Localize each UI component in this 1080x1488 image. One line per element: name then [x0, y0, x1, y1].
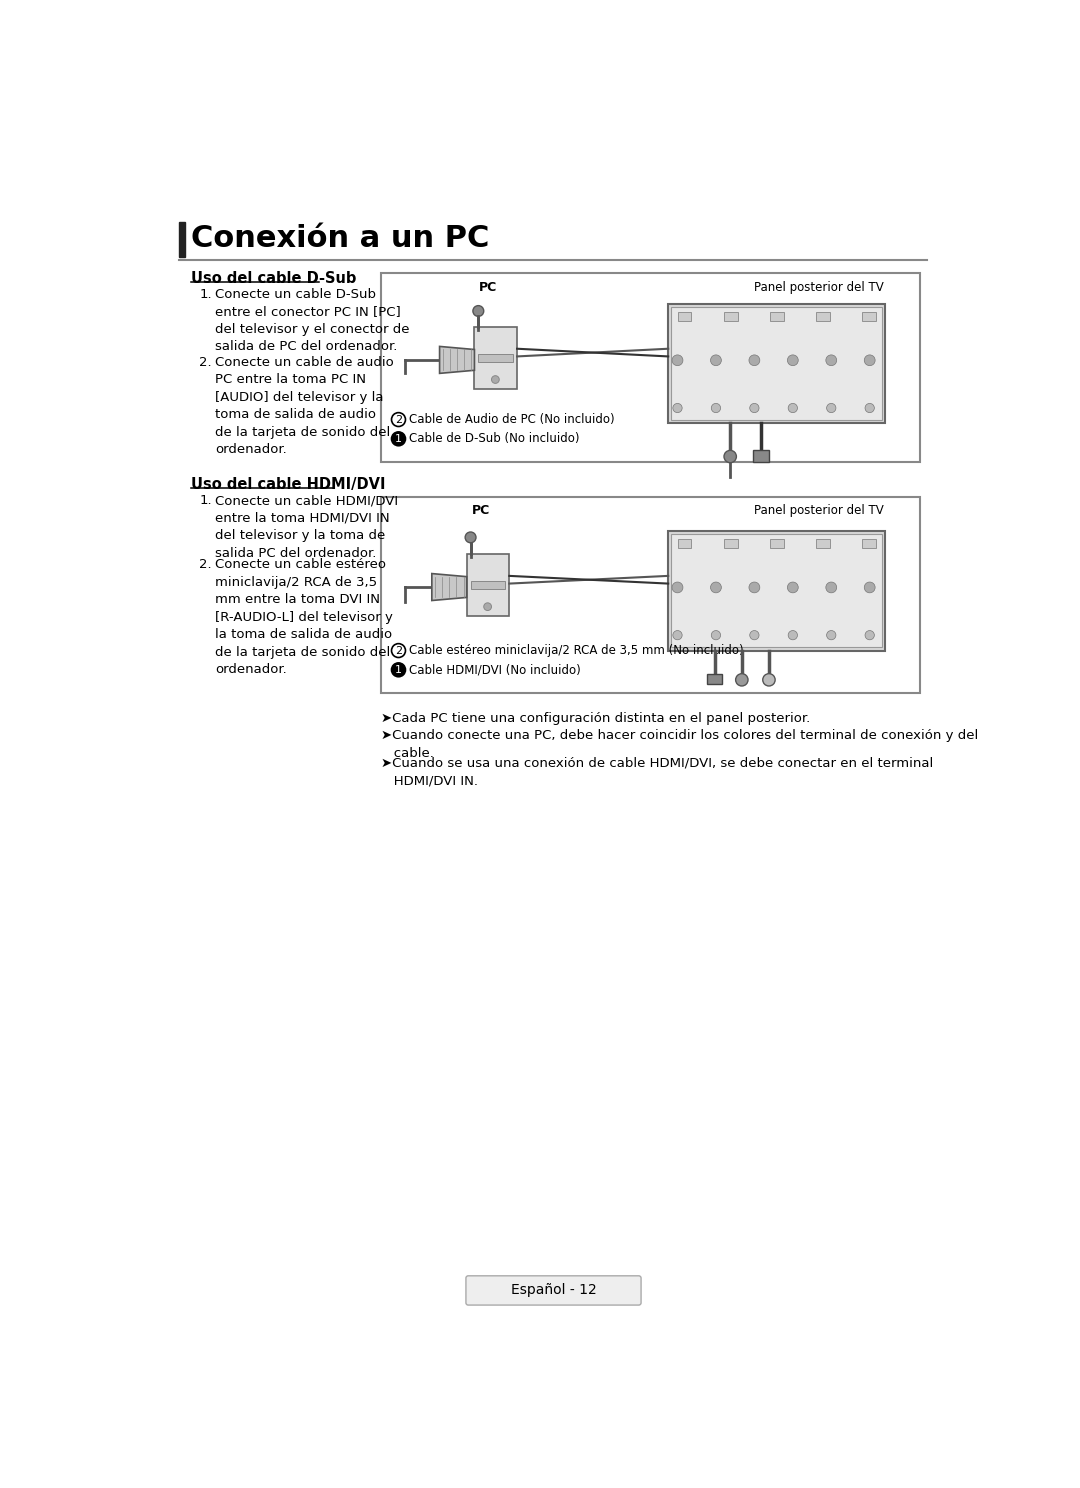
- Text: Cable estéreo miniclavija/2 RCA de 3,5 mm (No incluido): Cable estéreo miniclavija/2 RCA de 3,5 m…: [409, 644, 744, 658]
- Bar: [179, 222, 185, 257]
- Circle shape: [673, 403, 683, 412]
- Text: Uso del cable D-Sub: Uso del cable D-Sub: [191, 271, 356, 286]
- Circle shape: [392, 432, 405, 446]
- Circle shape: [826, 631, 836, 640]
- Bar: [815, 539, 829, 548]
- Text: Uso del cable HDMI/DVI: Uso del cable HDMI/DVI: [191, 478, 386, 493]
- Circle shape: [712, 403, 720, 412]
- Circle shape: [392, 644, 405, 658]
- Text: 1: 1: [395, 434, 402, 443]
- Circle shape: [750, 403, 759, 412]
- Text: 2.: 2.: [200, 558, 212, 571]
- Text: ➤Cuando conecte una PC, debe hacer coincidir los colores del terminal de conexió: ➤Cuando conecte una PC, debe hacer coinc…: [381, 729, 978, 759]
- Text: PC: PC: [480, 281, 498, 295]
- Text: 1.: 1.: [200, 494, 212, 507]
- Circle shape: [465, 533, 476, 543]
- Bar: [467, 555, 510, 616]
- Bar: [471, 582, 505, 589]
- Bar: [474, 327, 517, 388]
- Text: Panel posterior del TV: Panel posterior del TV: [755, 281, 885, 295]
- Circle shape: [826, 356, 837, 366]
- Bar: [862, 539, 876, 548]
- Bar: [669, 531, 886, 650]
- Circle shape: [864, 356, 875, 366]
- Circle shape: [473, 305, 484, 317]
- Bar: [770, 312, 784, 321]
- Polygon shape: [432, 573, 467, 601]
- Circle shape: [750, 631, 759, 640]
- Text: Cable de Audio de PC (No incluido): Cable de Audio de PC (No incluido): [409, 414, 615, 426]
- FancyBboxPatch shape: [465, 1275, 642, 1305]
- Text: Cable de D-Sub (No incluido): Cable de D-Sub (No incluido): [409, 433, 580, 445]
- Circle shape: [672, 356, 683, 366]
- Text: Panel posterior del TV: Panel posterior del TV: [755, 504, 885, 518]
- Bar: [672, 307, 882, 420]
- Circle shape: [724, 451, 737, 463]
- Circle shape: [711, 582, 721, 592]
- Circle shape: [826, 403, 836, 412]
- Bar: [677, 312, 691, 321]
- Text: Conecte un cable D-Sub
entre el conector PC IN [PC]
del televisor y el conector : Conecte un cable D-Sub entre el conector…: [215, 287, 409, 353]
- Bar: [707, 674, 723, 684]
- Bar: [724, 539, 738, 548]
- Text: 2: 2: [395, 646, 402, 656]
- Bar: [677, 539, 691, 548]
- Text: ➤Cuando se usa una conexión de cable HDMI/DVI, se debe conectar en el terminal
 : ➤Cuando se usa una conexión de cable HDM…: [381, 757, 934, 787]
- Circle shape: [787, 582, 798, 592]
- Bar: [672, 534, 882, 647]
- Circle shape: [491, 375, 499, 384]
- Bar: [669, 304, 886, 424]
- Text: 2: 2: [395, 415, 402, 424]
- Circle shape: [826, 582, 837, 592]
- Circle shape: [673, 631, 683, 640]
- Bar: [815, 312, 829, 321]
- Circle shape: [762, 674, 775, 686]
- Bar: [724, 312, 738, 321]
- Circle shape: [392, 662, 405, 677]
- Bar: [381, 497, 920, 693]
- Bar: [862, 312, 876, 321]
- Circle shape: [711, 356, 721, 366]
- Circle shape: [712, 631, 720, 640]
- Circle shape: [788, 403, 797, 412]
- Text: Cable HDMI/DVI (No incluido): Cable HDMI/DVI (No incluido): [409, 664, 581, 677]
- Bar: [770, 539, 784, 548]
- Bar: [478, 354, 513, 362]
- Circle shape: [392, 412, 405, 427]
- Text: Conecte un cable HDMI/DVI
entre la toma HDMI/DVI IN
del televisor y la toma de
s: Conecte un cable HDMI/DVI entre la toma …: [215, 494, 397, 559]
- Circle shape: [484, 603, 491, 610]
- Text: PC: PC: [472, 504, 489, 518]
- Text: 1: 1: [395, 665, 402, 676]
- Text: 1.: 1.: [200, 287, 212, 301]
- Circle shape: [748, 582, 760, 592]
- Bar: [754, 451, 769, 461]
- Circle shape: [735, 674, 748, 686]
- Circle shape: [787, 356, 798, 366]
- Text: Conexión a un PC: Conexión a un PC: [191, 225, 489, 253]
- Circle shape: [865, 403, 875, 412]
- Text: ➤Cada PC tiene una configuración distinta en el panel posterior.: ➤Cada PC tiene una configuración distint…: [381, 713, 811, 725]
- Circle shape: [748, 356, 760, 366]
- Text: Conecte un cable estéreo
miniclavija/2 RCA de 3,5
mm entre la toma DVI IN
[R-AUD: Conecte un cable estéreo miniclavija/2 R…: [215, 558, 393, 676]
- Bar: [381, 274, 920, 461]
- Text: 2.: 2.: [200, 356, 212, 369]
- Circle shape: [788, 631, 797, 640]
- Text: Conecte un cable de audio
PC entre la toma PC IN
[AUDIO] del televisor y la
toma: Conecte un cable de audio PC entre la to…: [215, 356, 393, 457]
- Polygon shape: [440, 347, 474, 373]
- Circle shape: [864, 582, 875, 592]
- Circle shape: [865, 631, 875, 640]
- Text: Español - 12: Español - 12: [511, 1284, 596, 1298]
- Circle shape: [672, 582, 683, 592]
